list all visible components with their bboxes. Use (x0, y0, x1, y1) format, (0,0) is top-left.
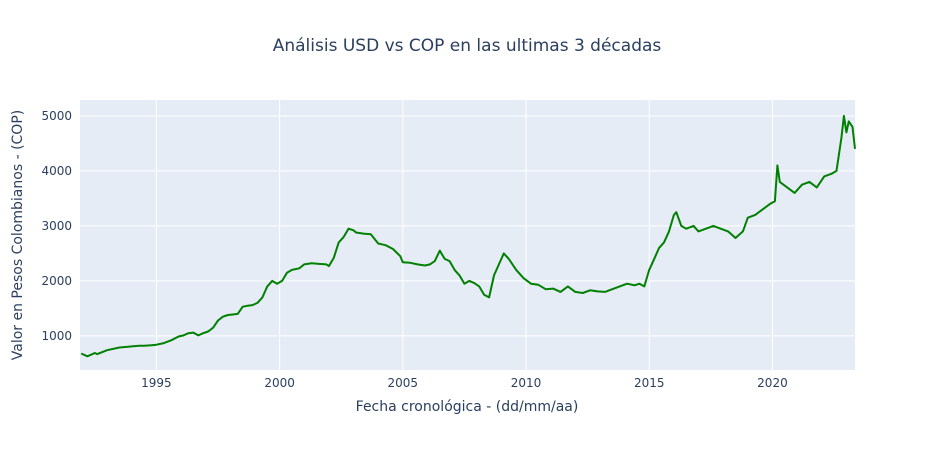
y-axis-title: Valor en Pesos Colombianos - (COP) (10, 110, 26, 360)
x-tick-label: 2020 (757, 376, 788, 390)
x-tick-labels: 1995 2000 2005 2010 2015 2020 (141, 376, 788, 390)
y-tick-label: 5000 (41, 109, 72, 123)
x-tick-label: 2005 (388, 376, 419, 390)
x-gridlines (155, 100, 773, 370)
y-tick-label: 1000 (41, 329, 72, 343)
y-tick-labels: 1000 2000 3000 4000 5000 (41, 109, 72, 343)
x-tick-label: 1995 (141, 376, 172, 390)
y-tick-label: 2000 (41, 274, 72, 288)
y-tick-label: 4000 (41, 164, 72, 178)
y-tick-label: 3000 (41, 219, 72, 233)
x-tick-label: 2010 (511, 376, 542, 390)
series-line (80, 114, 856, 358)
x-axis-title: Fecha cronológica - (dd/mm/aa) (356, 399, 579, 415)
x-tick-label: 2000 (264, 376, 295, 390)
x-tick-label: 2015 (634, 376, 665, 390)
series-layer (80, 114, 856, 358)
chart-title: Análisis USD vs COP en las ultimas 3 déc… (273, 36, 662, 56)
plot-area (80, 100, 855, 370)
